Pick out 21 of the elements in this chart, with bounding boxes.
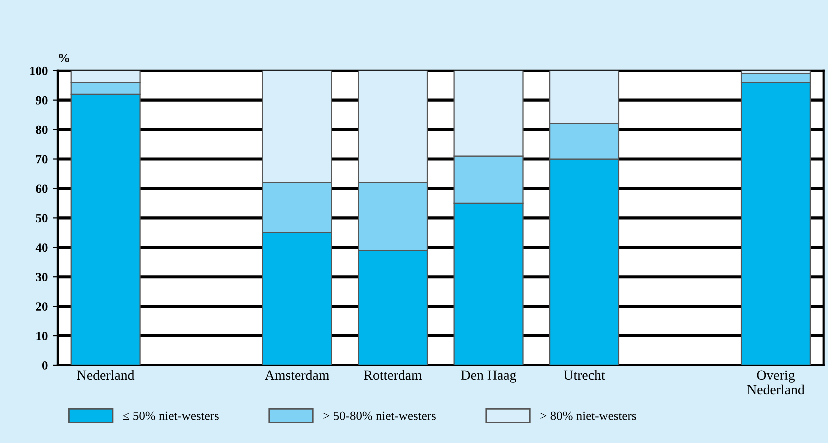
y-tick-label: 10 <box>36 332 48 340</box>
y-tick-label: 60 <box>36 184 48 194</box>
x-tick-label: Den Haag <box>461 370 516 383</box>
y-tick-label: 90 <box>36 96 48 105</box>
y-tick-label: 70 <box>36 155 48 164</box>
y-tick-label: 100 <box>30 66 48 76</box>
legend-label: > 50-80% niet-westers <box>324 412 436 420</box>
x-tick-label: Utrecht <box>564 370 606 380</box>
legend-label: ≤ 50% niet-westers <box>123 412 219 420</box>
x-tick-label: Rotterdam <box>364 370 422 380</box>
y-tick-label: 40 <box>36 244 48 252</box>
y-tick-label: 80 <box>36 126 48 134</box>
y-tick-label: 20 <box>36 302 48 312</box>
x-tick-label: Amsterdam <box>265 370 330 380</box>
x-tick-label: Overig Nederland <box>747 370 805 395</box>
y-tick-label: 50 <box>36 214 48 223</box>
y-axis-title: % <box>59 54 70 62</box>
legend-label: > 80% niet-westers <box>540 412 636 420</box>
x-tick-label: Nederland <box>77 370 135 380</box>
y-tick-label: 0 <box>42 362 48 370</box>
y-tick-label: 30 <box>36 273 48 282</box>
